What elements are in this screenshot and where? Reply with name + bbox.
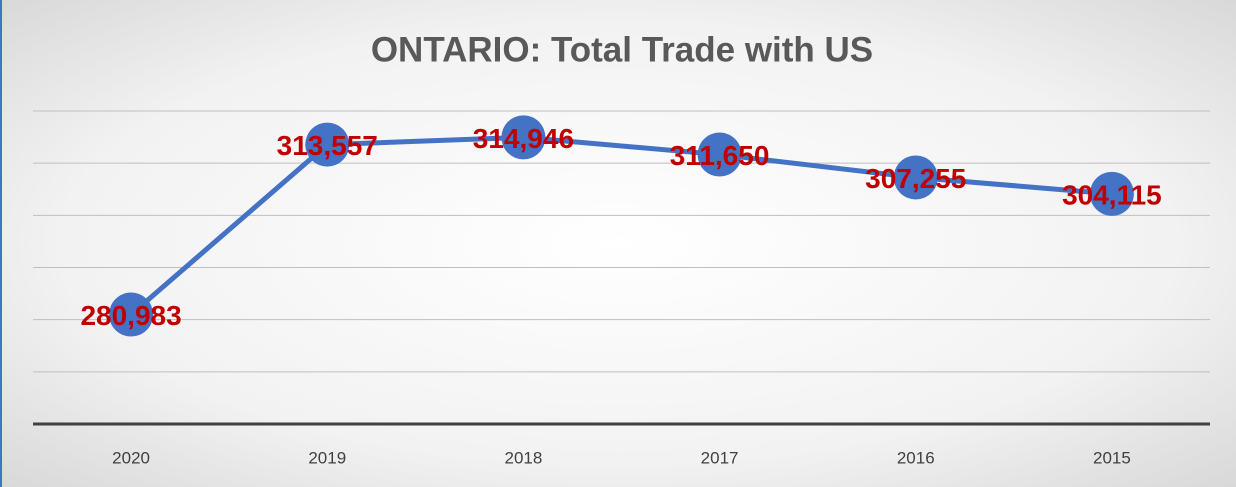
x-tick-label: 2020 — [112, 448, 150, 467]
chart-title: ONTARIO: Total Trade with US — [371, 30, 873, 69]
x-tick-label: 2018 — [505, 448, 543, 467]
data-label: 307,255 — [865, 163, 966, 194]
data-label: 314,946 — [473, 123, 574, 154]
data-label: 313,557 — [277, 130, 378, 161]
x-tick-label: 2019 — [308, 448, 346, 467]
data-label: 280,983 — [80, 300, 181, 331]
marker — [697, 132, 742, 177]
marker — [109, 292, 154, 337]
marker — [305, 122, 350, 167]
marker — [893, 155, 938, 200]
data-label: 304,115 — [1062, 179, 1162, 210]
x-tick-label: 2017 — [701, 448, 739, 467]
marker — [1089, 171, 1134, 216]
x-tick-label: 2016 — [897, 448, 935, 467]
data-label: 311,650 — [670, 140, 770, 171]
x-tick-label: 2015 — [1093, 448, 1131, 467]
line — [129, 134, 1113, 317]
marker — [501, 115, 546, 160]
